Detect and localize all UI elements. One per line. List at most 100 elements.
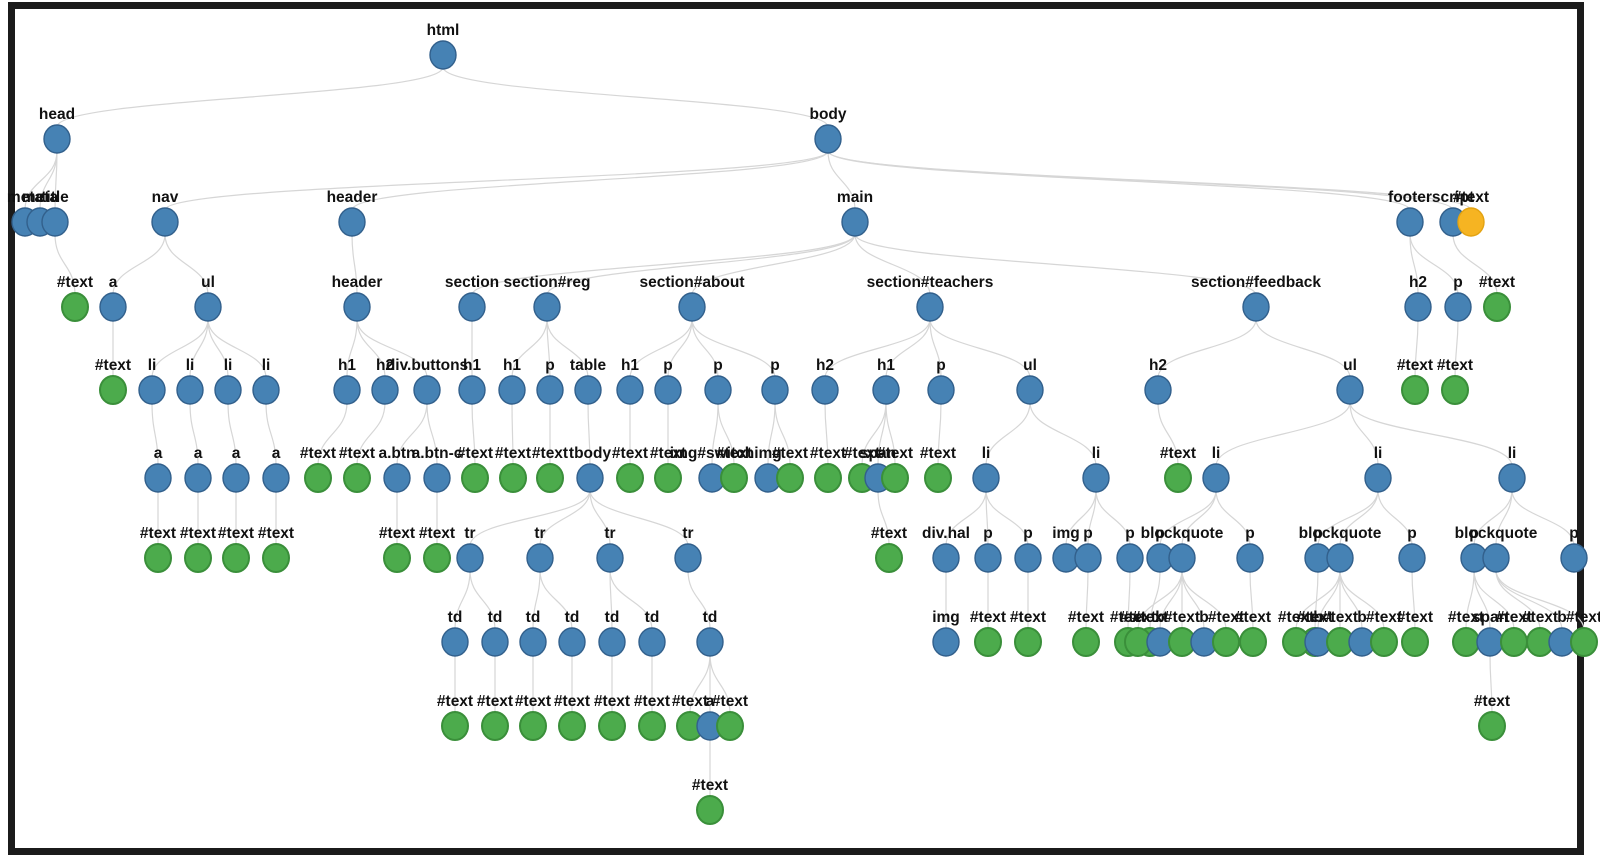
text-node-circle[interactable] xyxy=(1570,627,1598,657)
tree-node-text[interactable]: #text xyxy=(1496,609,1532,657)
element-node-circle[interactable] xyxy=(43,124,71,154)
text-node-circle[interactable] xyxy=(61,292,89,322)
text-node-circle[interactable] xyxy=(1478,711,1506,741)
tree-node-text[interactable]: #text xyxy=(532,445,568,493)
tree-node-img[interactable]: img xyxy=(932,609,960,657)
tree-node-p[interactable]: p xyxy=(1074,525,1102,573)
element-node-circle[interactable] xyxy=(1016,375,1044,405)
tree-node-section-reg[interactable]: section#reg xyxy=(503,274,591,322)
element-node-circle[interactable] xyxy=(916,292,944,322)
element-node-circle[interactable] xyxy=(1236,543,1264,573)
tree-node-li[interactable]: li xyxy=(1498,445,1526,493)
tree-node-a[interactable]: a xyxy=(99,274,127,322)
tree-node-td[interactable]: td xyxy=(441,609,469,657)
text-node-circle[interactable] xyxy=(461,463,489,493)
element-node-circle[interactable] xyxy=(1444,292,1472,322)
tree-node-text[interactable]: #text xyxy=(477,693,513,741)
tree-node-head[interactable]: head xyxy=(39,106,75,154)
tree-node-li[interactable]: li xyxy=(138,357,166,405)
element-node-circle[interactable] xyxy=(1168,543,1196,573)
text-node-circle[interactable] xyxy=(1014,627,1042,657)
tree-node-text[interactable]: #text xyxy=(594,693,630,741)
tree-node-li[interactable]: li xyxy=(252,357,280,405)
text-node-circle[interactable] xyxy=(776,463,804,493)
tree-node-ul[interactable]: ul xyxy=(194,274,222,322)
element-node-circle[interactable] xyxy=(1082,463,1110,493)
tree-node-li[interactable]: li xyxy=(214,357,242,405)
text-node-circle[interactable] xyxy=(924,463,952,493)
tree-node-h1[interactable]: h1 xyxy=(872,357,900,405)
tree-node-text[interactable]: #text xyxy=(877,445,913,493)
tree-node-li[interactable]: li xyxy=(1082,445,1110,493)
element-node-circle[interactable] xyxy=(41,207,69,237)
element-node-circle[interactable] xyxy=(338,207,366,237)
tree-node-text[interactable]: #text xyxy=(1068,609,1104,657)
tree-node-section-about[interactable]: section#about xyxy=(639,274,745,322)
tree-node-tbody[interactable]: tbody xyxy=(569,445,612,493)
element-node-circle[interactable] xyxy=(1116,543,1144,573)
tree-node-tr[interactable]: tr xyxy=(456,525,484,573)
element-node-circle[interactable] xyxy=(144,463,172,493)
text-node-circle[interactable] xyxy=(481,711,509,741)
element-node-circle[interactable] xyxy=(1074,543,1102,573)
element-node-circle[interactable] xyxy=(1560,543,1588,573)
tree-node-h1[interactable]: h1 xyxy=(498,357,526,405)
tree-node-text[interactable]: #text xyxy=(920,445,956,493)
tree-node-h1[interactable]: h1 xyxy=(333,357,361,405)
element-node-circle[interactable] xyxy=(574,375,602,405)
tree-node-h2[interactable]: h2 xyxy=(1144,357,1172,405)
tree-node-text[interactable]: #text xyxy=(1566,609,1600,657)
text-node-circle[interactable] xyxy=(536,463,564,493)
element-node-circle[interactable] xyxy=(526,543,554,573)
text-node-circle[interactable] xyxy=(1072,627,1100,657)
highlighted-text-node-circle[interactable] xyxy=(1457,207,1485,237)
tree-node-p[interactable]: p xyxy=(1146,525,1174,573)
tree-node-text[interactable]: #text xyxy=(970,609,1006,657)
element-node-circle[interactable] xyxy=(99,292,127,322)
text-node-circle[interactable] xyxy=(875,543,903,573)
tree-node-text[interactable]: #text xyxy=(1479,274,1515,322)
tree-node-p[interactable]: p xyxy=(1444,274,1472,322)
tree-node-a[interactable]: a xyxy=(144,445,172,493)
tree-node-p[interactable]: p xyxy=(927,357,955,405)
tree-node-td[interactable]: td xyxy=(558,609,586,657)
tree-node-text[interactable]: #text xyxy=(1453,189,1489,237)
tree-node-footer[interactable]: footer xyxy=(1388,189,1432,237)
tree-node-p[interactable]: p xyxy=(974,525,1002,573)
text-node-circle[interactable] xyxy=(558,711,586,741)
element-node-circle[interactable] xyxy=(138,375,166,405)
tree-node-text[interactable]: #text xyxy=(57,274,93,322)
element-node-circle[interactable] xyxy=(214,375,242,405)
tree-node-p[interactable]: p xyxy=(704,357,732,405)
element-node-circle[interactable] xyxy=(674,543,702,573)
element-node-circle[interactable] xyxy=(533,292,561,322)
tree-node-text[interactable]: #text xyxy=(1397,609,1433,657)
tree-node-text[interactable]: #text xyxy=(1120,609,1156,657)
tree-node-text[interactable]: #text xyxy=(692,777,728,825)
tree-node-text[interactable]: #text xyxy=(554,693,590,741)
tree-node-html[interactable]: html xyxy=(427,22,460,70)
tree-node-tr[interactable]: tr xyxy=(596,525,624,573)
tree-node-li[interactable]: li xyxy=(1364,445,1392,493)
element-node-circle[interactable] xyxy=(1482,543,1510,573)
text-node-circle[interactable] xyxy=(99,375,127,405)
tree-node-text[interactable]: #text xyxy=(1437,357,1473,405)
tree-node-div-buttons[interactable]: div.buttons xyxy=(386,357,468,405)
element-node-circle[interactable] xyxy=(429,40,457,70)
tree-node-text[interactable]: #text xyxy=(634,693,670,741)
tree-node-blockquote[interactable]: blockquote xyxy=(1455,525,1538,573)
text-node-circle[interactable] xyxy=(441,711,469,741)
tree-node-section[interactable]: section xyxy=(445,274,499,322)
element-node-circle[interactable] xyxy=(596,543,624,573)
tree-node-td[interactable]: td xyxy=(696,609,724,657)
tree-node-main[interactable]: main xyxy=(837,189,873,237)
tree-node-text[interactable]: #text xyxy=(1366,609,1402,657)
tree-node-p[interactable]: p xyxy=(1398,525,1426,573)
element-node-circle[interactable] xyxy=(841,207,869,237)
tree-node-text[interactable]: #text xyxy=(1160,445,1196,493)
tree-node-text[interactable]: #text xyxy=(300,445,336,493)
element-node-circle[interactable] xyxy=(974,543,1002,573)
text-node-circle[interactable] xyxy=(1401,375,1429,405)
element-node-circle[interactable] xyxy=(458,292,486,322)
tree-node-ul[interactable]: ul xyxy=(1016,357,1044,405)
